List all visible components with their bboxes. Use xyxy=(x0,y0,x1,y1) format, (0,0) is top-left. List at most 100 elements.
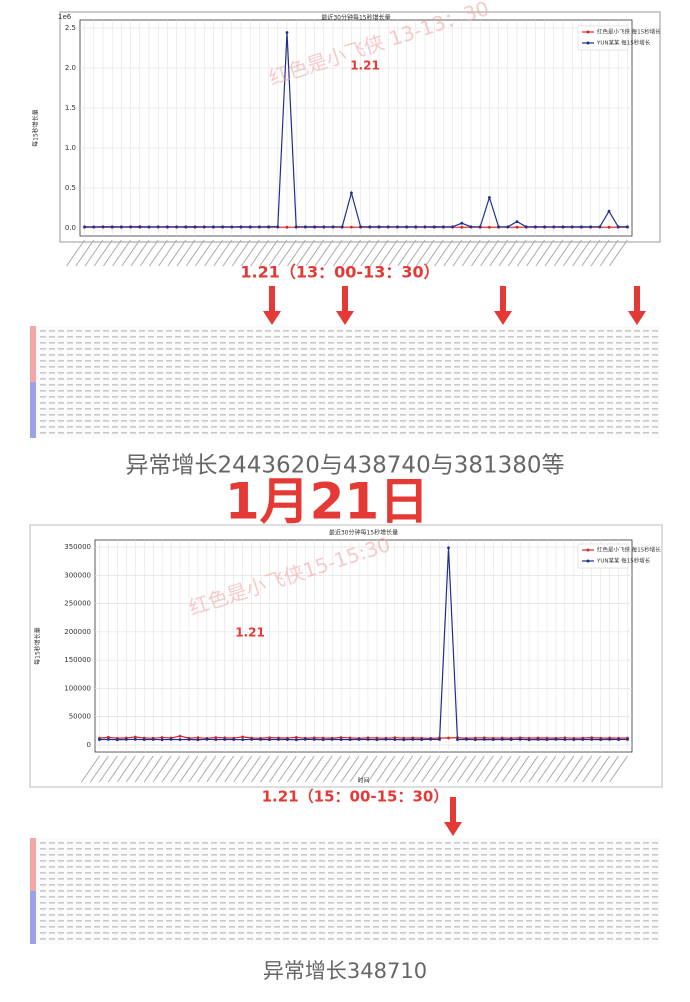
table-cell-text xyxy=(85,372,91,374)
table-cell-text xyxy=(67,372,73,374)
table-cell-text xyxy=(607,372,613,374)
table-cell-text xyxy=(382,908,388,910)
table-cell-text xyxy=(544,878,550,880)
table-cell-text xyxy=(130,854,136,856)
table-cell-text xyxy=(319,402,325,404)
table-cell-text xyxy=(544,390,550,392)
table-cell-text xyxy=(211,884,217,886)
table-cell-text xyxy=(220,890,226,892)
table-cell-text xyxy=(247,354,253,356)
table-cell-text xyxy=(382,396,388,398)
table-cell-text xyxy=(634,920,640,922)
x-tick-text xyxy=(98,755,118,783)
table-cell-text xyxy=(301,932,307,934)
table-cell-text xyxy=(454,842,460,844)
table-cell-text xyxy=(517,384,523,386)
table-cell-text xyxy=(445,854,451,856)
table-cell-text xyxy=(346,426,352,428)
table-cell-text xyxy=(652,920,658,922)
table-cell-text xyxy=(184,366,190,368)
table-cell-text xyxy=(382,426,388,428)
table-cell-text xyxy=(139,920,145,922)
table-cell-text xyxy=(652,884,658,886)
table-cell-text xyxy=(319,354,325,356)
table-cell-text xyxy=(112,342,118,344)
table-cell-text xyxy=(256,920,262,922)
table-cell-text xyxy=(508,384,514,386)
table-cell-text xyxy=(490,336,496,338)
table-cell-text xyxy=(265,866,271,868)
table-cell-text xyxy=(634,342,640,344)
table-cell-text xyxy=(409,890,415,892)
table-cell-text xyxy=(391,372,397,374)
table-cell-text xyxy=(103,848,109,850)
x-tick-text xyxy=(581,239,601,267)
data-point xyxy=(497,225,500,229)
table-cell-text xyxy=(211,890,217,892)
table-cell-text xyxy=(112,378,118,380)
table-cell-text xyxy=(67,336,73,338)
table-cell-text xyxy=(580,420,586,422)
table-cell-text xyxy=(283,854,289,856)
table-cell-text xyxy=(427,908,433,910)
table-cell-text xyxy=(562,336,568,338)
table-cell-text xyxy=(589,902,595,904)
table-cell-text xyxy=(58,336,64,338)
table-cell-text xyxy=(400,366,406,368)
table-cell-text xyxy=(328,860,334,862)
table-cell-text xyxy=(274,932,280,934)
table-cell-text xyxy=(454,354,460,356)
table-cell-text xyxy=(283,336,289,338)
table-cell-text xyxy=(148,378,154,380)
table-cell-text xyxy=(391,884,397,886)
x-tick-text xyxy=(143,755,163,783)
table-cell-text xyxy=(346,342,352,344)
table-cell-text xyxy=(130,890,136,892)
table-cell-text xyxy=(76,360,82,362)
table-cell-text xyxy=(625,360,631,362)
table-cell-text xyxy=(229,336,235,338)
table-cell-text xyxy=(67,902,73,904)
table-cell-text xyxy=(517,932,523,934)
table-cell-text xyxy=(652,932,658,934)
table-cell-text xyxy=(571,854,577,856)
table-index-strip xyxy=(30,382,36,438)
table-cell-text xyxy=(616,342,622,344)
table-cell-text xyxy=(400,920,406,922)
table-cell-text xyxy=(40,402,46,404)
table-cell-text xyxy=(247,348,253,350)
table-cell-text xyxy=(328,926,334,928)
table-cell-text xyxy=(184,402,190,404)
table-cell-text xyxy=(112,408,118,410)
table-cell-text xyxy=(202,420,208,422)
table-index-strip xyxy=(30,891,36,944)
data-point xyxy=(330,737,334,741)
table-cell-text xyxy=(535,914,541,916)
table-cell-text xyxy=(265,420,271,422)
table-cell-text xyxy=(193,408,199,410)
table-cell-text xyxy=(490,360,496,362)
table-cell-text xyxy=(328,348,334,350)
table-cell-text xyxy=(589,920,595,922)
table-cell-text xyxy=(571,396,577,398)
table-cell-text xyxy=(463,402,469,404)
table-cell-text xyxy=(499,884,505,886)
table-cell-text xyxy=(643,866,649,868)
data-point xyxy=(193,225,197,229)
table-cell-text xyxy=(166,372,172,374)
table-cell-text xyxy=(157,920,163,922)
table-cell-text xyxy=(256,372,262,374)
table-cell-text xyxy=(310,896,316,898)
table-cell-text xyxy=(544,866,550,868)
table-cell-text xyxy=(409,330,415,332)
table-cell-text xyxy=(409,414,415,416)
table-cell-text xyxy=(508,372,514,374)
table-cell-text xyxy=(436,348,442,350)
table-cell-text xyxy=(67,908,73,910)
table-cell-text xyxy=(598,402,604,404)
table-cell-text xyxy=(184,896,190,898)
table-cell-text xyxy=(499,408,505,410)
table-cell-text xyxy=(94,884,100,886)
table-cell-text xyxy=(625,396,631,398)
table-cell-text xyxy=(130,414,136,416)
